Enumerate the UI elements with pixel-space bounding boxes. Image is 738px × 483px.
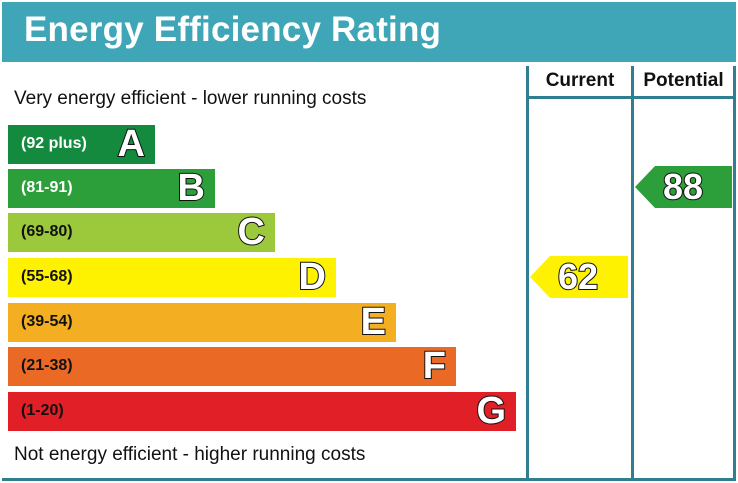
band-range: (39-54) bbox=[21, 313, 73, 330]
column-divider-left bbox=[526, 66, 529, 481]
column-header-potential: Potential bbox=[643, 70, 724, 91]
band-g: (1-20) G bbox=[8, 389, 516, 433]
band-e: (39-54) E bbox=[8, 300, 396, 344]
column-header-current: Current bbox=[545, 70, 615, 91]
band-letter: G bbox=[475, 389, 507, 433]
potential-rating-arrow: 88 bbox=[635, 165, 732, 208]
band-range: (21-38) bbox=[21, 357, 73, 374]
band-letter: C bbox=[237, 210, 266, 254]
caption-inefficient: Not energy efficient - higher running co… bbox=[14, 444, 366, 465]
band-letter: E bbox=[360, 300, 387, 344]
band-letter: A bbox=[117, 122, 146, 166]
arrow-shape-icon bbox=[635, 166, 732, 208]
band-letter: F bbox=[422, 344, 447, 388]
band-range: (69-80) bbox=[21, 223, 73, 240]
header-row-divider bbox=[526, 96, 736, 99]
band-a: (92 plus) A bbox=[8, 122, 155, 166]
column-divider-middle bbox=[631, 66, 634, 481]
band-c: (69-80) C bbox=[8, 210, 275, 254]
caption-efficient: Very energy efficient - lower running co… bbox=[14, 88, 367, 109]
chart-title: Energy Efficiency Rating bbox=[24, 10, 442, 49]
arrow-shape-icon bbox=[530, 256, 628, 298]
band-range: (55-68) bbox=[21, 268, 73, 285]
band-b: (81-91) B bbox=[8, 166, 215, 210]
band-letter: D bbox=[298, 255, 327, 299]
bottom-border bbox=[2, 478, 736, 481]
band-range: (1-20) bbox=[21, 402, 64, 419]
column-divider-right bbox=[733, 66, 736, 481]
current-rating-arrow: 62 bbox=[530, 255, 628, 298]
potential-rating-value: 88 bbox=[662, 165, 704, 208]
band-range: (92 plus) bbox=[21, 135, 87, 152]
current-rating-value: 62 bbox=[557, 255, 599, 298]
band-d: (55-68) D bbox=[8, 255, 336, 299]
band-f: (21-38) F bbox=[8, 344, 456, 388]
title-bar: Energy Efficiency Rating bbox=[2, 2, 736, 62]
band-range: (81-91) bbox=[21, 179, 73, 196]
band-letter: B bbox=[177, 166, 206, 210]
